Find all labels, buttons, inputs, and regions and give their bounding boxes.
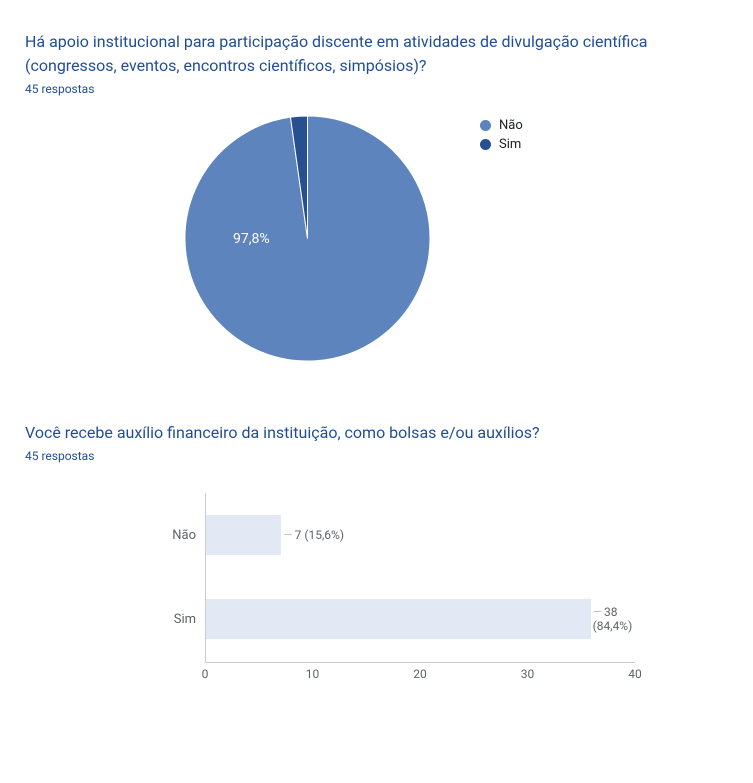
bar-category-label: Sim — [146, 612, 196, 627]
bar-value-label: 38 (84,4%) — [593, 605, 657, 633]
legend-label: Não — [499, 118, 523, 133]
bar-title: Você recebe auxílio financeiro da instit… — [25, 421, 728, 445]
bar-x-axis: 010203040 — [205, 663, 635, 683]
bar-chart: Não7 (15,6%)Sim38 (84,4%) 010203040 — [25, 483, 728, 683]
bar-category-label: Não — [146, 528, 196, 543]
x-tick-label: 20 — [413, 667, 427, 681]
pie-svg — [185, 116, 430, 361]
bar-rect — [206, 599, 591, 639]
bar-subtitle: 45 respostas — [25, 449, 728, 463]
pie-title: Há apoio institucional para participação… — [25, 30, 728, 78]
bar-row: Sim38 (84,4%) — [206, 599, 656, 639]
legend-swatch — [480, 120, 491, 131]
pie-slice-label: 97,8% — [233, 231, 270, 247]
bar-row: Não7 (15,6%) — [206, 515, 344, 555]
pie-chart: 97,8% — [185, 116, 430, 361]
page-container: Há apoio institucional para participação… — [0, 0, 753, 783]
pie-row: 97,8% Não Sim — [25, 116, 728, 361]
bar-chart-card: Você recebe auxílio financeiro da instit… — [25, 421, 728, 683]
legend-label: Sim — [499, 137, 521, 152]
pie-legend: Não Sim — [480, 116, 523, 361]
bar-value-label: 7 (15,6%) — [283, 528, 344, 542]
legend-item: Não — [480, 118, 523, 133]
x-tick-label: 30 — [521, 667, 535, 681]
x-tick-label: 40 — [628, 667, 642, 681]
bar-plot: Não7 (15,6%)Sim38 (84,4%) — [205, 493, 635, 663]
x-tick-label: 10 — [306, 667, 320, 681]
x-tick-label: 0 — [202, 667, 209, 681]
legend-swatch — [480, 139, 491, 150]
pie-chart-card: Há apoio institucional para participação… — [25, 30, 728, 361]
pie-subtitle: 45 respostas — [25, 82, 728, 96]
bar-rect — [206, 515, 281, 555]
legend-item: Sim — [480, 137, 523, 152]
